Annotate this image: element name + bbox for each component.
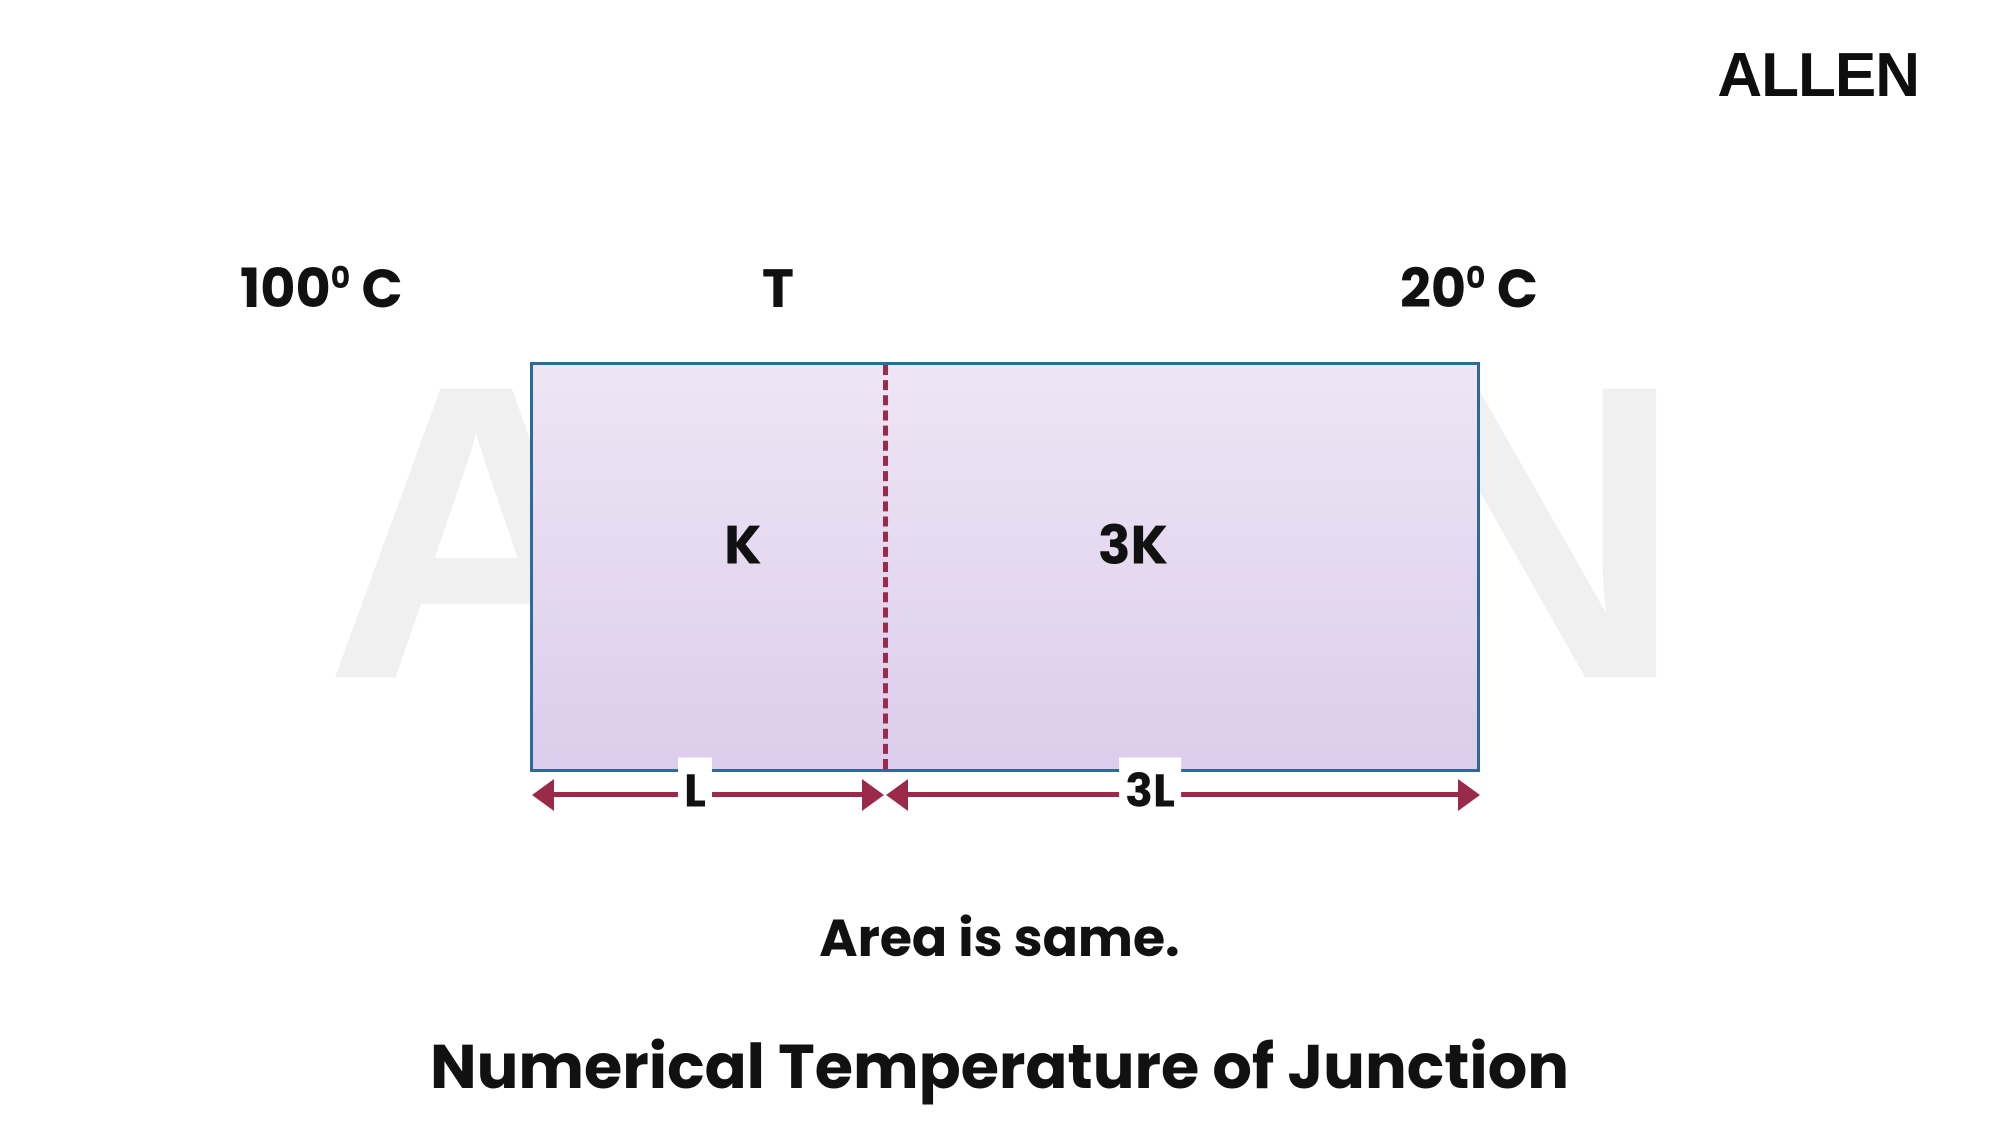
conductivity-left-label: K (724, 505, 762, 586)
caption-title: Numerical Temperature of Junction (0, 1020, 1999, 1113)
diagram-stage: 1000 C T 200 C K 3K L 3L Area is same. N… (0, 0, 1999, 1124)
dimension-label-right: 3L (1119, 758, 1181, 827)
temp-left-label: 1000 C (240, 248, 403, 329)
dimension-label-left: L (678, 758, 712, 827)
temp-right-label: 200 C (1400, 248, 1538, 329)
dimension-arrow-right-end (1458, 779, 1480, 811)
dimension-arrow-right-start (886, 779, 908, 811)
dimension-arrow-left-start (532, 779, 554, 811)
dimension-arrow-left-end (862, 779, 884, 811)
brand-logo: ALLEN (1717, 40, 1919, 111)
conductivity-right-label: 3K (1098, 505, 1168, 586)
conductor-composite-box: K 3K (530, 362, 1480, 772)
junction-dashed-line (883, 365, 888, 769)
caption-area: Area is same. (0, 900, 1999, 978)
temp-junction-label: T (762, 248, 794, 329)
dimension-line-right (890, 792, 1476, 797)
